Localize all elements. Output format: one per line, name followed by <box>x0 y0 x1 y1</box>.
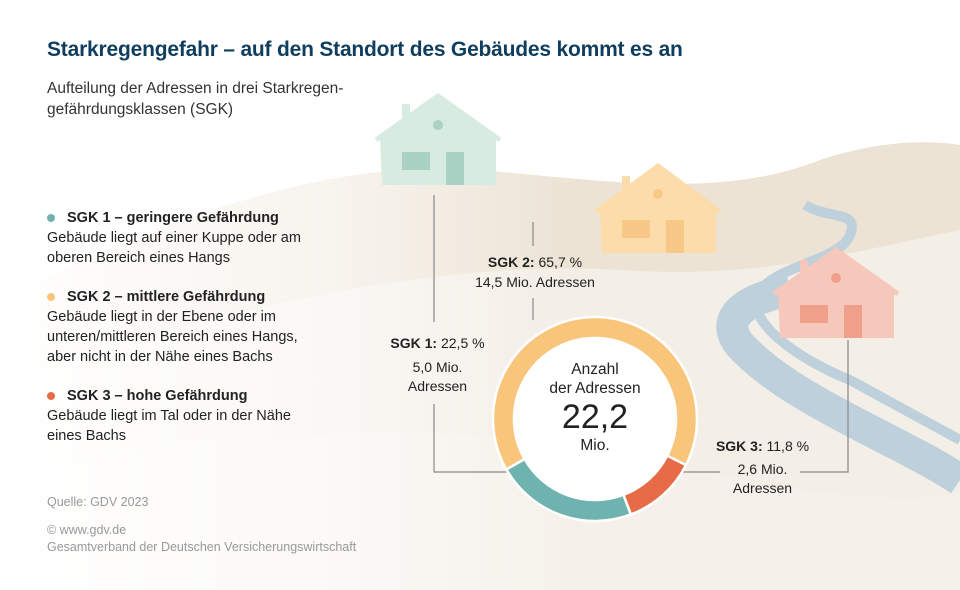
slice-percent: 11,8 % <box>766 438 810 454</box>
center-line2: der Adressen <box>549 380 641 397</box>
legend: SGK 1 – geringere Gefährdung Gebäude lie… <box>47 208 347 465</box>
donut-slice-sgk3 <box>621 453 688 517</box>
legend-item-sgk3: SGK 3 – hohe Gefährdung Gebäude liegt im… <box>47 386 347 446</box>
subtitle: Aufteilung der Adressen in drei Starkreg… <box>47 80 344 118</box>
center-value: 22,2 <box>561 398 629 436</box>
publisher: Gesamtverband der Deutschen Versicherung… <box>47 540 357 554</box>
slice-key: SGK 3: <box>715 438 763 454</box>
stream-icon <box>751 200 960 445</box>
copyright-link[interactable]: © www.gdv.de <box>47 523 127 537</box>
center-unit: Mio. <box>580 437 610 454</box>
donut-chart <box>491 315 699 523</box>
slice-count: 2,6 Mio. <box>737 461 788 477</box>
slice-count: 14,5 Mio. Adressen <box>475 274 595 290</box>
slice-percent: 65,7 % <box>538 254 583 270</box>
dot-yellow-icon <box>47 293 55 301</box>
legend-heading: SGK 1 – geringere Gefährdung <box>67 210 279 226</box>
dot-teal-icon <box>47 214 55 222</box>
donut-center-label: Anzahl der Adressen 22,2 Mio. <box>515 360 675 455</box>
slice-key: SGK 2: <box>487 254 535 270</box>
slice-count-unit: Adressen <box>732 480 793 496</box>
legend-text: Gebäude liegt im Tal oder in der Nähe ei… <box>47 408 291 444</box>
slice-count-unit: Adressen <box>407 378 468 394</box>
slice-key: SGK 1: <box>390 335 438 351</box>
donut-slice-sgk2 <box>491 315 699 472</box>
legend-heading: SGK 2 – mittlere Gefährdung <box>67 289 266 305</box>
house-sgk1-icon <box>374 92 502 185</box>
house-sgk2-icon <box>594 162 722 253</box>
leader-lines <box>433 195 849 473</box>
legend-text: Gebäude liegt in der Ebene oder im unter… <box>47 309 298 365</box>
page-title: Starkregengefahr – auf den Standort des … <box>47 38 683 61</box>
legend-text: Gebäude liegt auf einer Kuppe oder am ob… <box>47 230 301 266</box>
label-sgk1: SGK 1: 22,5 % 5,0 Mio. Adressen <box>380 334 495 396</box>
source: Quelle: GDV 2023 <box>47 495 149 509</box>
house-sgk3-icon <box>772 246 900 338</box>
legend-heading: SGK 3 – hohe Gefährdung <box>67 388 248 404</box>
donut-hole <box>514 338 676 500</box>
legend-item-sgk2: SGK 2 – mittlere Gefährdung Gebäude lieg… <box>47 287 347 367</box>
label-sgk2: SGK 2: 65,7 % 14,5 Mio. Adressen <box>455 253 615 292</box>
legend-item-sgk1: SGK 1 – geringere Gefährdung Gebäude lie… <box>47 208 347 268</box>
center-line1: Anzahl <box>571 361 619 378</box>
label-sgk3: SGK 3: 11,8 % 2,6 Mio. Adressen <box>705 437 820 498</box>
slice-percent: 22,5 % <box>440 335 485 351</box>
dot-red-icon <box>47 392 55 400</box>
slice-count: 5,0 Mio. <box>412 359 463 375</box>
